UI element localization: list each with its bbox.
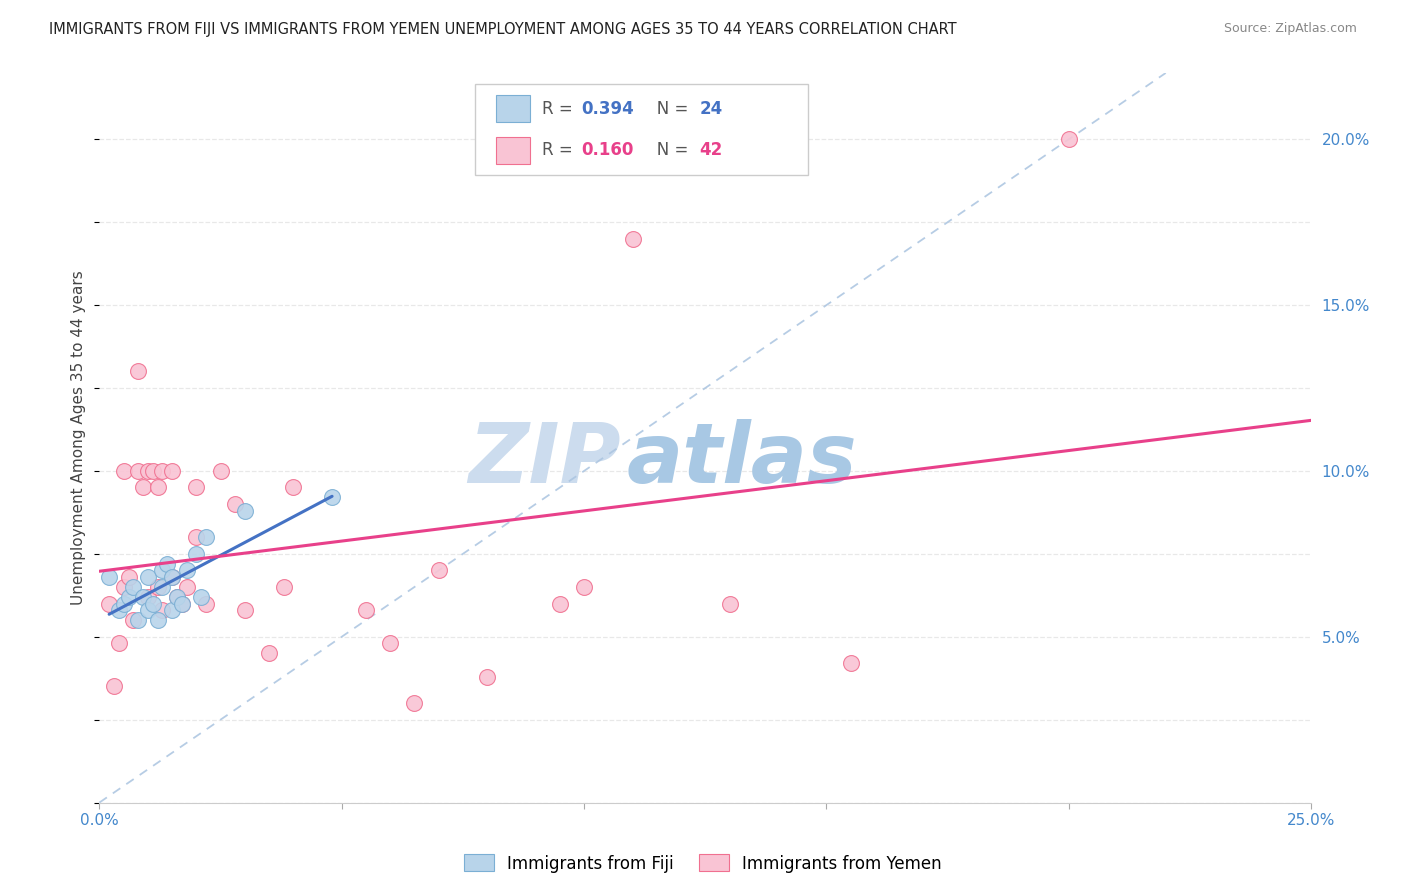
- Point: [621, 232, 644, 246]
- Point: [186, 547, 208, 561]
- Point: [152, 580, 174, 594]
- Point: [152, 464, 174, 478]
- Point: [321, 491, 343, 505]
- Point: [1057, 132, 1080, 146]
- Point: [572, 580, 595, 594]
- Point: [146, 481, 169, 495]
- Point: [190, 590, 212, 604]
- Point: [170, 597, 193, 611]
- Point: [127, 613, 149, 627]
- Point: [718, 597, 741, 611]
- Point: [273, 580, 295, 594]
- Point: [146, 613, 169, 627]
- Text: 24: 24: [699, 100, 723, 118]
- Point: [127, 464, 149, 478]
- Point: [127, 364, 149, 378]
- Point: [142, 464, 165, 478]
- Point: [132, 481, 155, 495]
- Point: [112, 464, 135, 478]
- Point: [160, 603, 183, 617]
- Point: [224, 497, 246, 511]
- Point: [170, 597, 193, 611]
- Point: [108, 603, 131, 617]
- Point: [156, 557, 179, 571]
- Text: IMMIGRANTS FROM FIJI VS IMMIGRANTS FROM YEMEN UNEMPLOYMENT AMONG AGES 35 TO 44 Y: IMMIGRANTS FROM FIJI VS IMMIGRANTS FROM …: [49, 22, 957, 37]
- Point: [195, 597, 218, 611]
- Point: [132, 590, 155, 604]
- Point: [142, 597, 165, 611]
- Text: Source: ZipAtlas.com: Source: ZipAtlas.com: [1223, 22, 1357, 36]
- Point: [112, 580, 135, 594]
- Point: [98, 570, 121, 584]
- Text: atlas: atlas: [627, 419, 858, 500]
- Point: [136, 590, 159, 604]
- Point: [136, 570, 159, 584]
- Point: [103, 680, 125, 694]
- Point: [98, 597, 121, 611]
- Point: [176, 580, 198, 594]
- Point: [160, 570, 183, 584]
- Point: [117, 590, 139, 604]
- Text: 0.394: 0.394: [582, 100, 634, 118]
- Point: [176, 563, 198, 577]
- Point: [122, 613, 145, 627]
- Point: [427, 563, 450, 577]
- Point: [354, 603, 377, 617]
- Text: 42: 42: [699, 142, 723, 160]
- Point: [160, 570, 183, 584]
- Point: [152, 563, 174, 577]
- Bar: [496, 136, 530, 164]
- Point: [166, 590, 188, 604]
- Point: [152, 603, 174, 617]
- FancyBboxPatch shape: [475, 84, 808, 175]
- Point: [136, 603, 159, 617]
- Point: [108, 636, 131, 650]
- Point: [186, 530, 208, 544]
- Point: [112, 597, 135, 611]
- Point: [166, 590, 188, 604]
- Text: ZIP: ZIP: [468, 419, 620, 500]
- Point: [160, 464, 183, 478]
- Text: 0.160: 0.160: [582, 142, 634, 160]
- Point: [257, 646, 280, 660]
- Text: N =: N =: [641, 100, 693, 118]
- Point: [233, 603, 256, 617]
- Text: N =: N =: [641, 142, 693, 160]
- Point: [548, 597, 571, 611]
- Text: R =: R =: [541, 142, 578, 160]
- Bar: [496, 95, 530, 122]
- Point: [475, 669, 498, 683]
- Point: [839, 657, 862, 671]
- Point: [195, 530, 218, 544]
- Point: [404, 696, 426, 710]
- Y-axis label: Unemployment Among Ages 35 to 44 years: Unemployment Among Ages 35 to 44 years: [72, 270, 86, 605]
- Legend: Immigrants from Fiji, Immigrants from Yemen: Immigrants from Fiji, Immigrants from Ye…: [457, 847, 949, 880]
- Point: [146, 580, 169, 594]
- Point: [283, 481, 305, 495]
- Point: [117, 570, 139, 584]
- Point: [233, 504, 256, 518]
- Point: [209, 464, 232, 478]
- Point: [136, 464, 159, 478]
- Point: [122, 580, 145, 594]
- Text: R =: R =: [541, 100, 578, 118]
- Point: [380, 636, 402, 650]
- Point: [186, 481, 208, 495]
